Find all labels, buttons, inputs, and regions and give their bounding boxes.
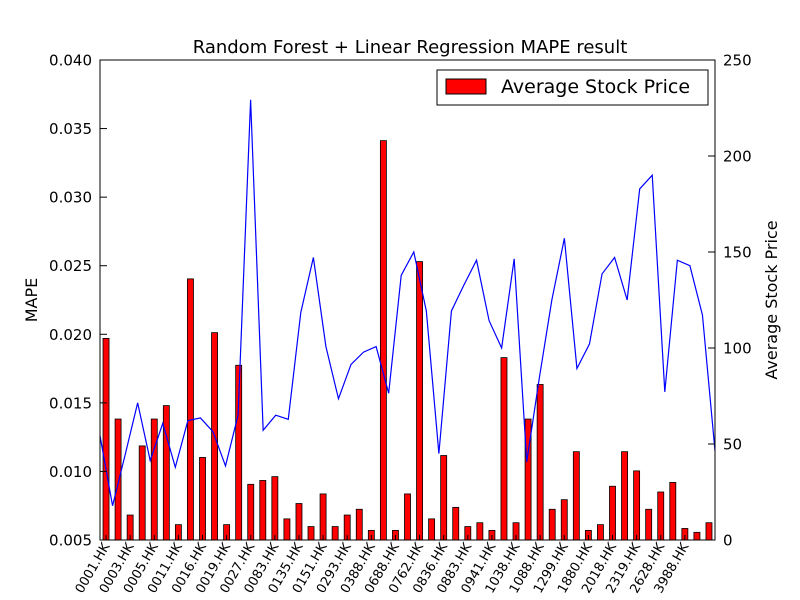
right-tick-label: 50 bbox=[723, 436, 742, 454]
left-tick-label: 0.015 bbox=[49, 394, 92, 412]
right-tick-label: 150 bbox=[723, 244, 752, 262]
left-tick-label: 0.035 bbox=[49, 120, 92, 138]
bar bbox=[621, 451, 628, 541]
right-axis-label: Average Stock Price bbox=[762, 220, 781, 379]
bar bbox=[609, 485, 616, 541]
bar bbox=[379, 140, 387, 541]
bar bbox=[476, 522, 484, 541]
bar bbox=[416, 261, 423, 541]
bar bbox=[572, 451, 580, 541]
bar bbox=[355, 508, 363, 541]
bar bbox=[500, 357, 508, 541]
bar bbox=[307, 526, 315, 541]
left-axis-label: MAPE bbox=[22, 278, 41, 323]
bar bbox=[633, 470, 641, 541]
plot-frame bbox=[99, 59, 716, 541]
left-axis-ticks: 0.005 0.010 0.015 0.020 0.025 0.030 0.035 0.040 bbox=[49, 52, 107, 550]
bar bbox=[271, 476, 279, 541]
left-tick-label: 0.010 bbox=[49, 463, 92, 481]
right-tick-label: 200 bbox=[723, 148, 752, 166]
bar bbox=[295, 503, 303, 541]
bar bbox=[331, 526, 339, 541]
bar bbox=[705, 522, 713, 541]
left-tick-label: 0.020 bbox=[49, 326, 92, 344]
bar bbox=[150, 418, 158, 541]
right-axis-ticks: 0 50 100 150 200 250 bbox=[708, 52, 752, 550]
bar bbox=[440, 455, 448, 541]
bar bbox=[247, 483, 255, 541]
left-tick-label: 0.040 bbox=[49, 52, 92, 70]
left-tick-label: 0.025 bbox=[49, 257, 92, 275]
bar bbox=[319, 493, 327, 541]
bar bbox=[452, 506, 460, 541]
bar bbox=[669, 481, 677, 541]
bar bbox=[162, 405, 170, 541]
left-tick-label: 0.005 bbox=[49, 532, 92, 550]
bar bbox=[114, 418, 122, 541]
bar bbox=[657, 491, 665, 541]
right-tick-label: 0 bbox=[723, 532, 733, 550]
legend: Average Stock Price bbox=[436, 69, 709, 106]
legend-swatch bbox=[445, 78, 487, 95]
bar bbox=[283, 518, 291, 541]
legend-label: Average Stock Price bbox=[501, 76, 690, 98]
chart-title: Random Forest + Linear Regression MAPE r… bbox=[193, 37, 628, 58]
bar bbox=[404, 493, 411, 541]
bar bbox=[199, 457, 206, 541]
right-tick-label: 100 bbox=[723, 340, 752, 358]
bar bbox=[428, 518, 436, 541]
bar bbox=[597, 524, 604, 541]
bar bbox=[645, 508, 653, 541]
bar bbox=[560, 499, 568, 541]
bar bbox=[138, 445, 146, 541]
left-tick-label: 0.030 bbox=[49, 189, 92, 207]
bar bbox=[102, 337, 110, 541]
bar bbox=[259, 480, 267, 541]
bar bbox=[548, 508, 556, 541]
right-tick-label: 250 bbox=[723, 52, 752, 70]
bar bbox=[693, 531, 701, 541]
bar bbox=[536, 384, 544, 541]
mape-line bbox=[99, 99, 716, 506]
bar bbox=[187, 278, 194, 541]
